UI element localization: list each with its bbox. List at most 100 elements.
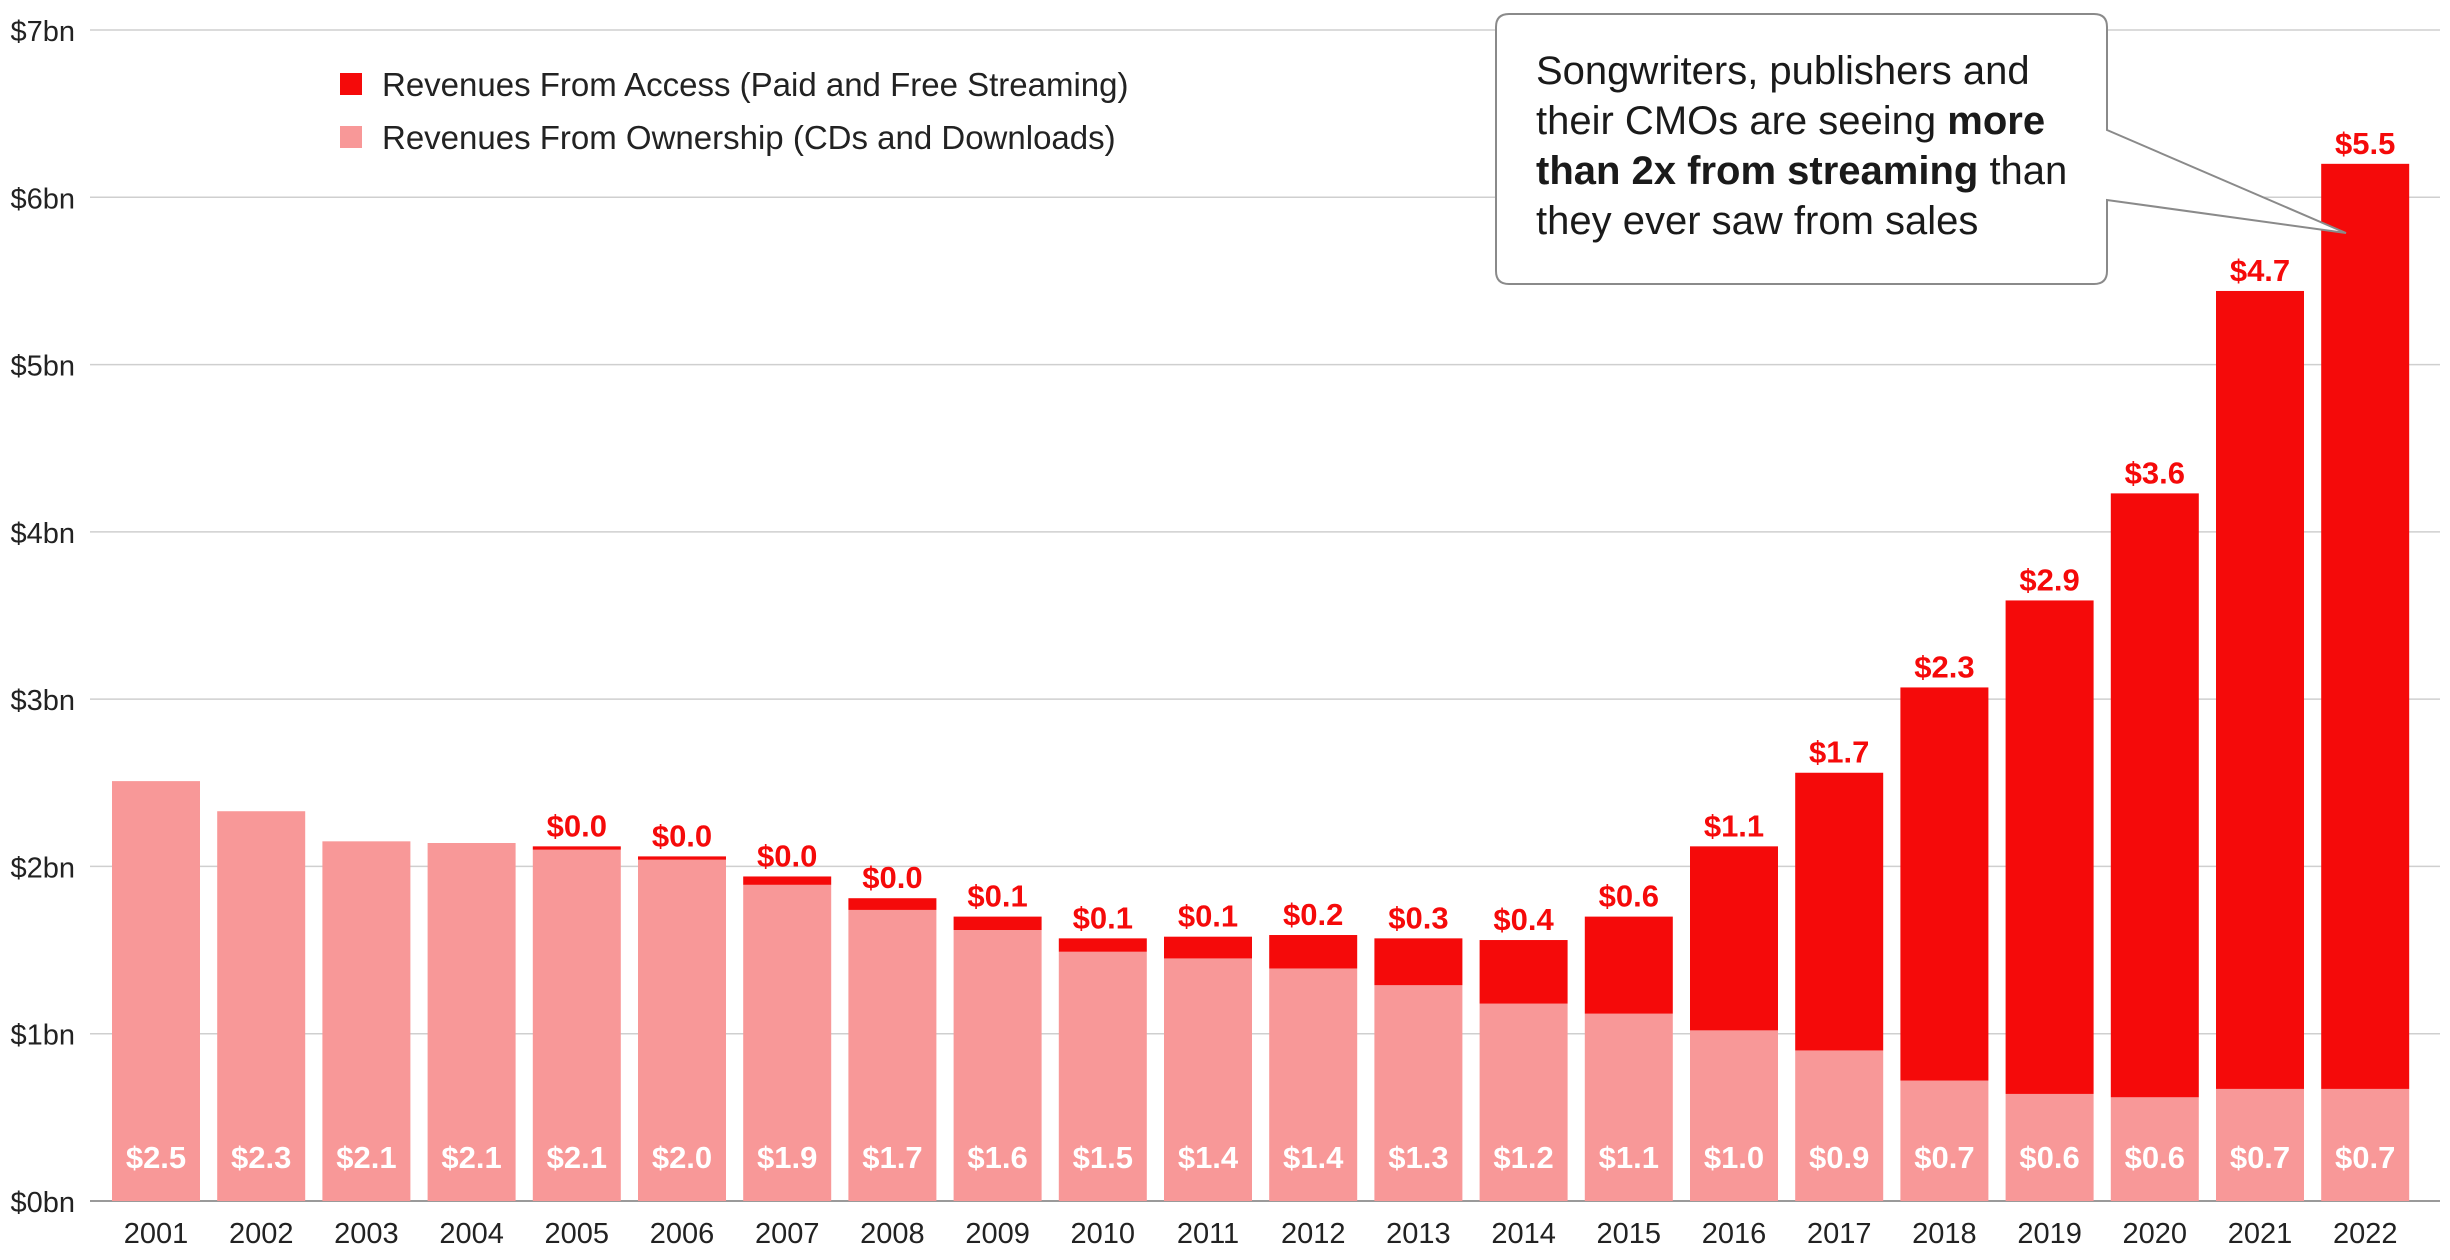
x-tick-label: 2006 — [650, 1218, 715, 1250]
bar-access-2015 — [1584, 916, 1673, 1014]
bar-ownership-2006 — [638, 859, 726, 1201]
bar-ownership-2002 — [217, 811, 306, 1201]
callout-line-2: their CMOs are seeing more — [1536, 96, 2096, 146]
x-tick-label: 2008 — [860, 1218, 925, 1250]
bar-ownership-2003 — [322, 841, 411, 1201]
bar-access-2007 — [743, 876, 832, 885]
bar-ownership-2016 — [1690, 1030, 1778, 1201]
y-tick-label: $5bn — [10, 351, 75, 383]
data-label-access-2011: $0.1 — [1178, 899, 1238, 934]
bar-access-2012 — [1269, 935, 1358, 969]
y-tick-label: $2bn — [10, 852, 75, 884]
legend-swatch-access — [340, 73, 362, 95]
bar-ownership-2010 — [1058, 951, 1147, 1201]
bar-ownership-2013 — [1374, 985, 1463, 1201]
data-label-ownership-2019: $0.6 — [2019, 1140, 2079, 1175]
x-tick-label: 2004 — [439, 1218, 504, 1250]
callout-line-4: they ever saw from sales — [1536, 199, 1979, 243]
y-tick-label: $7bn — [10, 16, 75, 48]
data-label-ownership-2004: $2.1 — [441, 1140, 501, 1175]
callout-outline — [1495, 13, 2347, 285]
data-label-access-2016: $1.1 — [1704, 808, 1764, 843]
legend-label-access: Revenues From Access (Paid and Free Stre… — [382, 66, 1128, 103]
x-tick-label: 2015 — [1597, 1218, 1662, 1250]
data-label-access-2019: $2.9 — [2019, 562, 2079, 597]
data-label-ownership-2006: $2.0 — [652, 1140, 712, 1175]
callout-text: Songwriters, publishers and their CMOs a… — [1536, 46, 2096, 246]
x-tick-label: 2013 — [1386, 1218, 1451, 1250]
data-label-ownership-2007: $1.9 — [757, 1140, 817, 1175]
legend-swatch-ownership — [340, 126, 362, 148]
bars-layer — [112, 163, 2410, 1201]
bar-ownership-2014 — [1479, 1003, 1568, 1201]
data-label-ownership-2002: $2.3 — [231, 1140, 291, 1175]
data-label-access-2005: $0.0 — [547, 808, 607, 843]
bar-access-2022 — [2321, 163, 2410, 1089]
callout-line-1: Songwriters, publishers and — [1536, 49, 2030, 93]
y-tick-label: $4bn — [10, 518, 75, 550]
data-label-access-2015: $0.6 — [1599, 879, 1659, 914]
bar-ownership-2004 — [427, 843, 516, 1201]
data-label-ownership-2013: $1.3 — [1388, 1140, 1448, 1175]
callout-line-3-normal: than — [1978, 149, 2068, 193]
x-tick-label: 2019 — [2017, 1218, 2082, 1250]
callout-bubble — [1495, 13, 2347, 285]
bar-access-2005 — [532, 846, 621, 850]
data-label-ownership-2017: $0.9 — [1809, 1140, 1869, 1175]
data-label-ownership-2008: $1.7 — [862, 1140, 922, 1175]
bar-ownership-2022 — [2321, 1088, 2410, 1201]
bar-ownership-2017 — [1795, 1050, 1884, 1201]
y-tick-label: $3bn — [10, 685, 75, 717]
data-label-access-2017: $1.7 — [1809, 735, 1869, 770]
data-label-ownership-2003: $2.1 — [336, 1140, 396, 1175]
x-tick-label: 2021 — [2228, 1218, 2293, 1250]
data-label-ownership-2018: $0.7 — [1914, 1140, 1974, 1175]
data-label-access-2006: $0.0 — [652, 818, 712, 853]
bar-ownership-2015 — [1584, 1013, 1673, 1201]
data-label-access-2013: $0.3 — [1388, 900, 1448, 935]
x-tick-label: 2005 — [545, 1218, 610, 1250]
data-label-access-2010: $0.1 — [1073, 900, 1133, 935]
x-axis-ticks: 2001 2002 2003 2004 2005 2006 2007 2008 2009 2010… — [124, 1218, 2398, 1250]
data-label-ownership-2021: $0.7 — [2230, 1140, 2290, 1175]
bar-ownership-2009 — [953, 929, 1042, 1201]
bar-access-2021 — [2216, 290, 2304, 1089]
x-tick-label: 2016 — [1702, 1218, 1767, 1250]
bar-ownership-2020 — [2110, 1097, 2199, 1201]
bar-access-2014 — [1479, 940, 1568, 1004]
bar-access-2011 — [1164, 936, 1252, 959]
bar-access-2010 — [1058, 938, 1147, 952]
data-label-ownership-2016: $1.0 — [1704, 1140, 1764, 1175]
bar-ownership-2011 — [1164, 958, 1252, 1201]
y-tick-label: $1bn — [10, 1020, 75, 1052]
data-label-access-2018: $2.3 — [1914, 649, 1974, 684]
y-tick-label: $6bn — [10, 183, 75, 215]
data-label-access-2020: $3.6 — [2125, 455, 2185, 490]
data-label-ownership-2011: $1.4 — [1178, 1140, 1239, 1175]
data-label-ownership-2009: $1.6 — [967, 1140, 1027, 1175]
bar-ownership-2019 — [2005, 1093, 2094, 1201]
bar-ownership-2001 — [112, 781, 200, 1201]
bar-access-2006 — [638, 856, 726, 860]
data-labels-layer: $2.5 $2.3 $2.1 $2.1 $2.1 $0.0 $2.0 $0.0 $1.9 $0.0… — [126, 126, 2396, 1175]
x-tick-label: 2020 — [2123, 1218, 2188, 1250]
bar-access-2013 — [1374, 938, 1463, 986]
y-tick-label: $0bn — [10, 1187, 75, 1219]
bar-ownership-2008 — [848, 909, 937, 1201]
bar-access-2020 — [2110, 493, 2199, 1098]
bar-ownership-2018 — [1900, 1080, 1989, 1201]
data-label-access-2007: $0.0 — [757, 838, 817, 873]
callout-line-3: than 2x from streaming than — [1536, 146, 2096, 196]
bar-access-2017 — [1795, 772, 1884, 1051]
bar-access-2009 — [953, 916, 1042, 930]
callout-line-2-normal: their CMOs are seeing — [1536, 99, 1948, 143]
x-tick-label: 2001 — [124, 1218, 189, 1250]
data-label-ownership-2001: $2.5 — [126, 1140, 186, 1175]
data-label-ownership-2022: $0.7 — [2335, 1140, 2395, 1175]
bar-access-2018 — [1900, 687, 1989, 1081]
data-label-ownership-2010: $1.5 — [1073, 1140, 1133, 1175]
data-label-ownership-2012: $1.4 — [1283, 1140, 1344, 1175]
x-tick-label: 2017 — [1807, 1218, 1872, 1250]
